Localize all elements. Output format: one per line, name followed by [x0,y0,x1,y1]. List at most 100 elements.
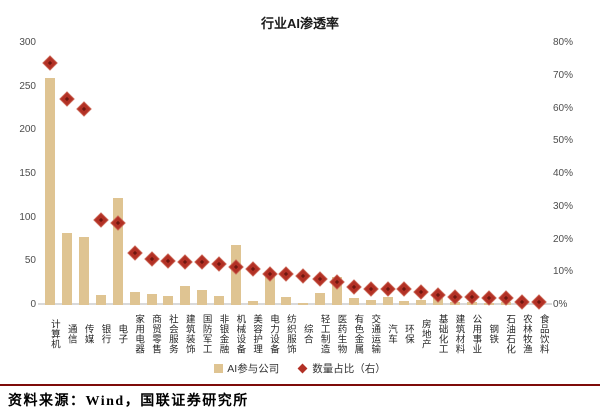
plot-column [211,43,228,305]
x-tick-label: 基础化工 [436,314,448,354]
plot-area [38,43,552,309]
marker-core [503,296,508,301]
marker-core [436,293,441,298]
right-axis-tick: 40% [553,168,574,179]
plot-column [497,43,514,305]
bar-swatch-icon [214,364,224,373]
marker-core [98,217,104,222]
x-tick-label: 计算机 [48,319,60,349]
bar-环保 [399,300,410,305]
bar-通信 [62,233,73,305]
x-tick-label: 石油石化 [504,314,516,354]
x-tick-label: 机械设备 [234,314,246,354]
marker-计算机 [44,56,57,70]
x-tick-label: 传媒 [82,324,94,344]
marker-国防军工 [195,256,209,269]
legend-item-markers: 数量占比（右） [297,361,386,376]
x-tick-label: 国防军工 [200,314,212,354]
bar-汽车 [382,297,393,305]
bar-美容护理 [247,300,258,305]
right-axis-tick: 50% [553,135,574,147]
chart-title: 行业AI渗透率 [260,16,339,31]
left-axis-tick: 100 [19,211,36,223]
x-tick-label: 有色金属 [352,314,364,354]
marker-core [419,289,424,295]
x-tick-label: 电力设备 [268,314,280,354]
marker-食品饮料 [532,295,546,309]
plot-column [160,43,177,305]
plot-column [143,43,160,305]
marker-交通运输 [364,282,378,295]
marker-core [520,299,525,304]
marker-core [318,276,323,281]
marker-建筑材料 [448,290,462,304]
marker-环保 [398,282,411,295]
bar-公用事业 [466,302,477,305]
plot-column [76,43,93,305]
plot-column [430,43,447,305]
marker-core [183,260,188,265]
bar-轻工制造 [315,292,326,305]
x-tick-label: 房地产 [419,319,431,349]
x-axis-labels: 计算机 通信 传媒 银行 电子 家用电器 商贸零售 社会服务 建筑装饰 国防军工 非银金融 机械设备美… [42,308,549,360]
plot-column [126,43,143,305]
marker-core [351,284,357,290]
plot-column [42,43,59,305]
right-axis-tick: 10% [553,266,574,278]
right-axis-tick: 30% [553,200,574,212]
bar-银行 [96,295,106,305]
plot-column [480,43,497,305]
marker-农林牧渔 [516,295,529,309]
bar-机械设备 [230,244,241,305]
plot-column [345,43,362,305]
right-axis-tick: 80% [553,37,574,48]
marker-core [486,296,491,301]
left-axis-tick: 250 [19,80,36,92]
left-axis-tick: 200 [19,124,36,136]
marker-core [469,294,475,299]
marker-core [65,96,70,101]
bar-非银金融 [214,296,225,305]
marker-core [132,250,137,255]
marker-core [115,221,120,226]
marker-core [233,265,238,270]
x-tick-label: 商贸零售 [150,314,162,354]
plot-column [194,43,211,305]
marker-core [368,286,373,291]
plot-column [379,43,396,305]
plot-column [312,43,329,305]
source-note: 资料来源：Wind，国联证券研究所 [8,394,249,409]
plot-columns [42,43,548,309]
x-tick-label: 轻工制造 [318,314,330,354]
marker-公用事业 [465,290,479,304]
bar-纺织服饰 [281,297,292,305]
x-tick-label: 医药生物 [335,314,347,354]
marker-家用电器 [128,246,142,259]
marker-core [82,106,87,111]
marker-core [385,286,390,291]
bar-有色金属 [348,298,359,305]
bar-传媒 [79,236,90,305]
x-tick-label: 钢铁 [487,324,499,344]
bar-电子 [112,197,123,305]
bar-交通运输 [365,299,376,305]
marker-商贸零售 [145,252,158,266]
x-axis-line [38,303,552,305]
marker-core [267,271,272,277]
x-tick-label: 纺织服饰 [284,314,296,354]
legend: AI参与公司 数量占比（右） [0,361,600,376]
legend-item-bars: AI参与公司 [214,361,279,376]
marker-建筑装饰 [178,256,192,269]
x-tick-label: 社会服务 [166,314,178,354]
marker-轻工制造 [313,272,327,286]
marker-core [200,260,205,265]
plot-column [244,43,261,305]
diamond-swatch-icon [297,363,308,374]
marker-传媒 [77,102,91,115]
left-axis-tick: 50 [24,255,36,267]
x-tick-label: 交通运输 [369,314,381,354]
marker-core [301,273,306,278]
bar-建筑材料 [450,302,461,305]
marker-综合 [296,269,310,282]
